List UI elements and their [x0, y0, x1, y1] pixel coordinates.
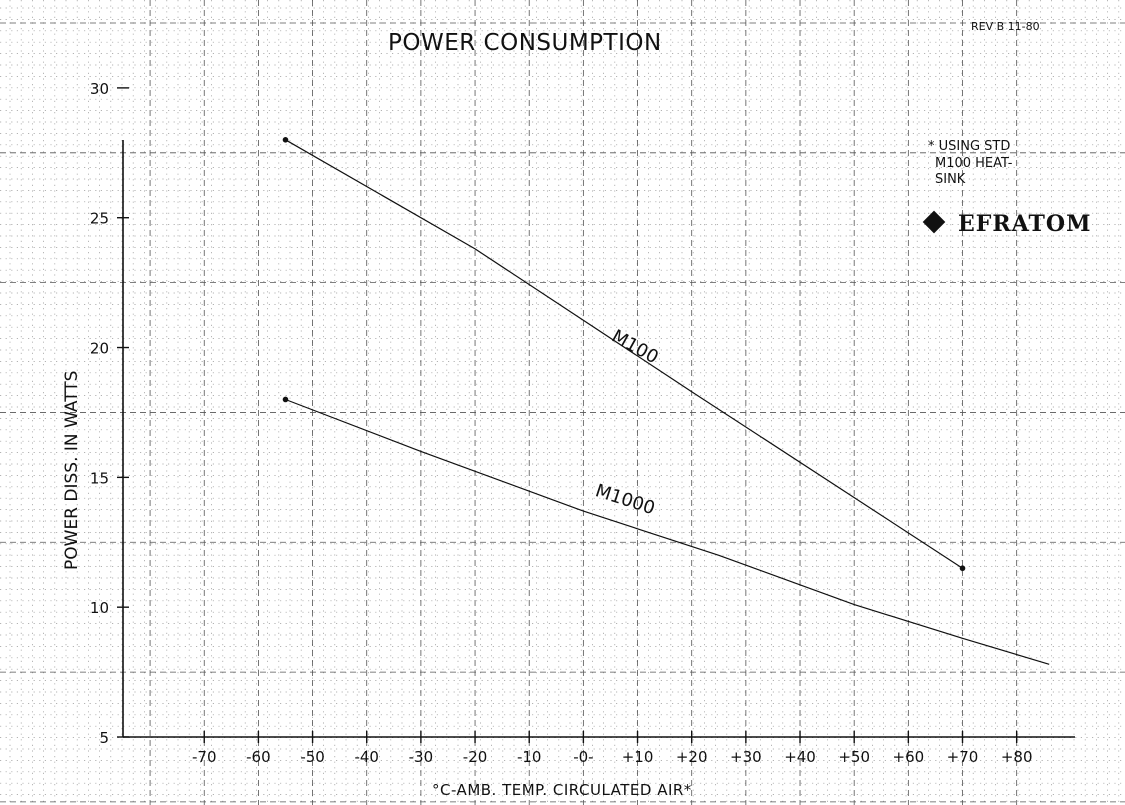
y-tick-label: 15	[90, 469, 109, 487]
x-tick-label: +80	[1001, 748, 1033, 766]
series-line-m100	[285, 139, 963, 569]
data-point	[282, 137, 289, 143]
chart-title: POWER CONSUMPTION	[388, 30, 662, 56]
x-tick-label: -60	[246, 748, 271, 766]
data-point	[959, 565, 966, 572]
x-tick-label: -0-	[573, 748, 593, 766]
x-tick-label: +20	[676, 748, 708, 766]
x-tick-label: +70	[947, 748, 979, 766]
brand-logo: EFRATOM	[958, 211, 1091, 237]
tick-labels: -70 -60 -50 -40 -30 -20 -10 -0- +10 +20 +30 +40 +50 +…	[90, 80, 1033, 766]
series-line-m1000	[285, 398, 1050, 665]
x-tick-label: -10	[517, 748, 542, 766]
y-tick-label: 25	[90, 210, 109, 228]
y-axis-label: POWER DISS. IN WATTS	[62, 371, 82, 570]
x-tick-label: +60	[893, 748, 925, 766]
x-tick-label: +30	[730, 748, 762, 766]
x-tick-label: +40	[784, 748, 816, 766]
x-tick-label: +50	[838, 748, 870, 766]
x-tick-label: -30	[409, 748, 434, 766]
y-tick-label: 10	[90, 599, 109, 617]
x-axis-label: °C-AMB. TEMP. CIRCULATED AIR*	[432, 781, 692, 799]
y-tick-label: 20	[90, 340, 109, 358]
y-tick-label: 30	[90, 80, 109, 98]
data-point	[282, 396, 289, 403]
x-tick-label: -20	[463, 748, 488, 766]
x-tick-label: -50	[300, 748, 325, 766]
y-tick-label: 5	[99, 729, 109, 747]
x-tick-label: +10	[622, 748, 654, 766]
x-tick-label: -70	[192, 748, 217, 766]
revision-note: REV B 11-80	[971, 20, 1040, 33]
x-tick-label: -40	[354, 748, 379, 766]
footnote-line-3: SINK	[935, 172, 966, 187]
footnote-line-2: M100 HEAT-	[935, 156, 1013, 171]
axes	[122, 140, 1075, 738]
footnote-line-1: * USING STD	[928, 139, 1010, 154]
